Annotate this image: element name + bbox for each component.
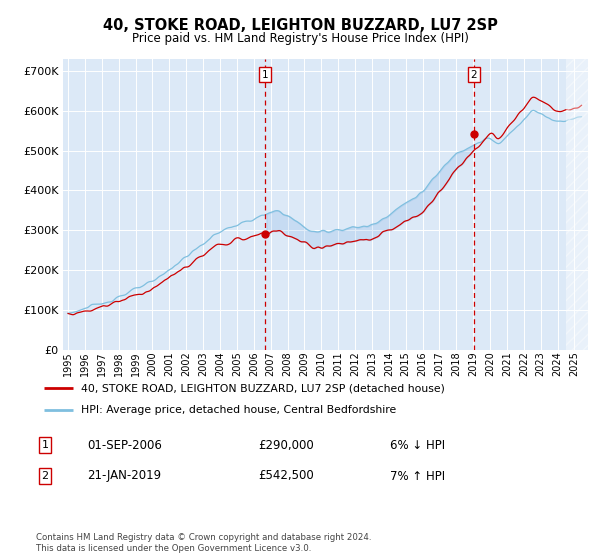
Text: 01-SEP-2006: 01-SEP-2006 bbox=[87, 438, 162, 452]
Text: 1: 1 bbox=[41, 440, 49, 450]
Text: £290,000: £290,000 bbox=[258, 438, 314, 452]
Text: Contains HM Land Registry data © Crown copyright and database right 2024.
This d: Contains HM Land Registry data © Crown c… bbox=[36, 533, 371, 553]
Text: 40, STOKE ROAD, LEIGHTON BUZZARD, LU7 2SP: 40, STOKE ROAD, LEIGHTON BUZZARD, LU7 2S… bbox=[103, 18, 497, 33]
Text: 7% ↑ HPI: 7% ↑ HPI bbox=[390, 469, 445, 483]
Text: 1: 1 bbox=[262, 70, 268, 80]
Text: HPI: Average price, detached house, Central Bedfordshire: HPI: Average price, detached house, Cent… bbox=[81, 405, 396, 415]
Text: 6% ↓ HPI: 6% ↓ HPI bbox=[390, 438, 445, 452]
Text: 2: 2 bbox=[471, 70, 478, 80]
Text: 21-JAN-2019: 21-JAN-2019 bbox=[87, 469, 161, 483]
Text: Price paid vs. HM Land Registry's House Price Index (HPI): Price paid vs. HM Land Registry's House … bbox=[131, 32, 469, 45]
Text: £542,500: £542,500 bbox=[258, 469, 314, 483]
Text: 40, STOKE ROAD, LEIGHTON BUZZARD, LU7 2SP (detached house): 40, STOKE ROAD, LEIGHTON BUZZARD, LU7 2S… bbox=[81, 383, 445, 393]
Text: 2: 2 bbox=[41, 471, 49, 481]
